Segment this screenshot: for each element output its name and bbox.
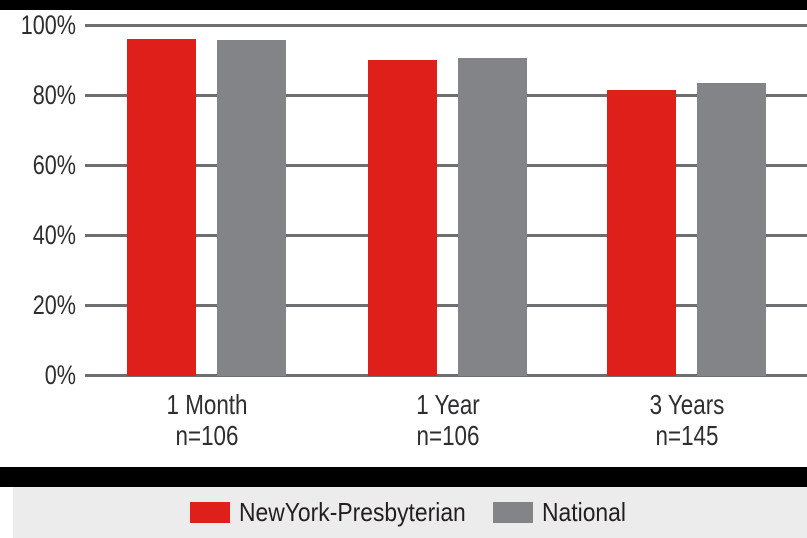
x-axis-category-text: 1 Month [166,389,248,420]
bar-national-1-month [217,39,286,376]
legend-swatch-national [493,501,533,523]
x-axis-sample-size-text: n=106 [416,420,480,451]
legend-label-national: National [542,497,626,527]
y-axis-tick-label: 80% [32,80,76,110]
x-axis-sample-size-text: n=145 [655,420,719,451]
x-axis-sample-size-text: n=106 [175,420,239,451]
x-axis-category-text: 3 Years [649,389,725,420]
legend-label-newyork-presbyterian: NewYork-Presbyterian [239,497,466,527]
gridline [85,374,807,377]
gridline [85,304,807,307]
bar-national-1-year [458,58,527,376]
y-axis-tick-label: 40% [32,220,76,250]
gridline [85,164,807,167]
legend-band [13,487,807,538]
legend-swatch-newyork-presbyterian [190,501,230,523]
legend-item-national: National [493,497,637,527]
legend-divider-strip [0,467,807,487]
legend-item-newyork-presbyterian: NewYork-Presbyterian [190,497,497,527]
y-axis-tick-label: 100% [20,10,76,40]
bar-newyork-presbyterian-3-years [607,89,676,376]
y-axis-tick-label: 20% [32,290,76,320]
bar-newyork-presbyterian-1-year [368,60,437,376]
top-black-strip [0,0,807,10]
y-axis-tick-label: 60% [32,150,76,180]
gridline [85,94,807,97]
gridline [85,234,807,237]
bar-national-3-years [697,82,766,376]
y-axis-tick-label: 0% [44,360,76,390]
x-axis-category-text: 1 Year [416,389,480,420]
x-axis-category-label: 1 Year n=106 [344,389,552,451]
bar-newyork-presbyterian-1-month [127,39,196,376]
gridline [85,24,807,27]
x-axis-category-label: 3 Years n=145 [583,389,791,451]
plot-area: 0% 20% 40% 60% 80% 100% 1 Month n=106 1 Year n=10… [20,10,807,451]
x-axis-category-label: 1 Month n=106 [103,389,311,451]
